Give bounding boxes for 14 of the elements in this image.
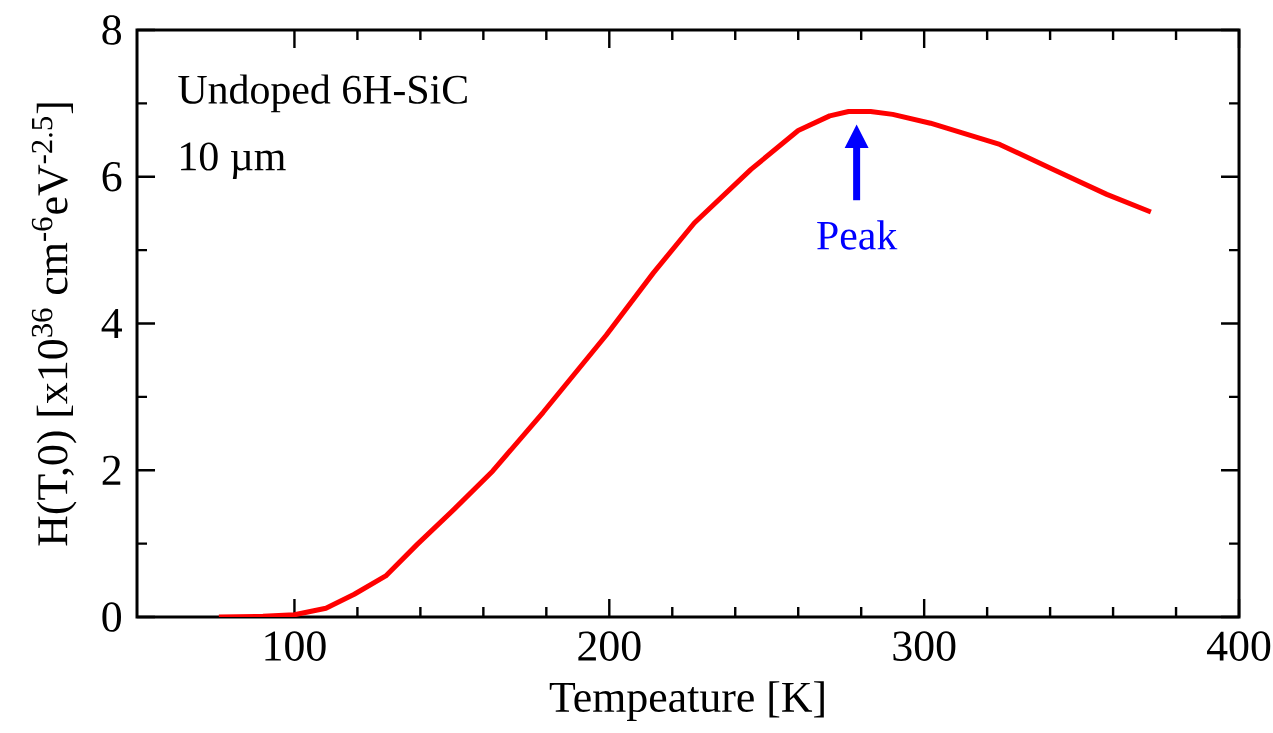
x-tick-label: 100 <box>265 631 326 661</box>
y-axis-title: H(T,0) [x10$^{36}$ cm$^{-6}$eV$^{-2.5}$] <box>31 103 77 546</box>
y-tick-label: 2 <box>102 455 121 485</box>
x-tick-label: 200 <box>578 631 641 661</box>
x-tick-label: 300 <box>893 631 956 661</box>
x-tick-label: 400 <box>1206 631 1271 661</box>
annotation: 10 µm <box>181 142 286 180</box>
annotation: Peak <box>817 220 898 250</box>
y-tick-label: 6 <box>102 162 122 192</box>
y-tick-label: 0 <box>102 602 121 632</box>
y-tick-label: 4 <box>101 309 122 338</box>
x-axis-title: Tempeature [K] <box>549 681 824 721</box>
y-tick-label: 8 <box>102 15 121 45</box>
annotation: Undoped 6H-SiC <box>178 74 467 113</box>
